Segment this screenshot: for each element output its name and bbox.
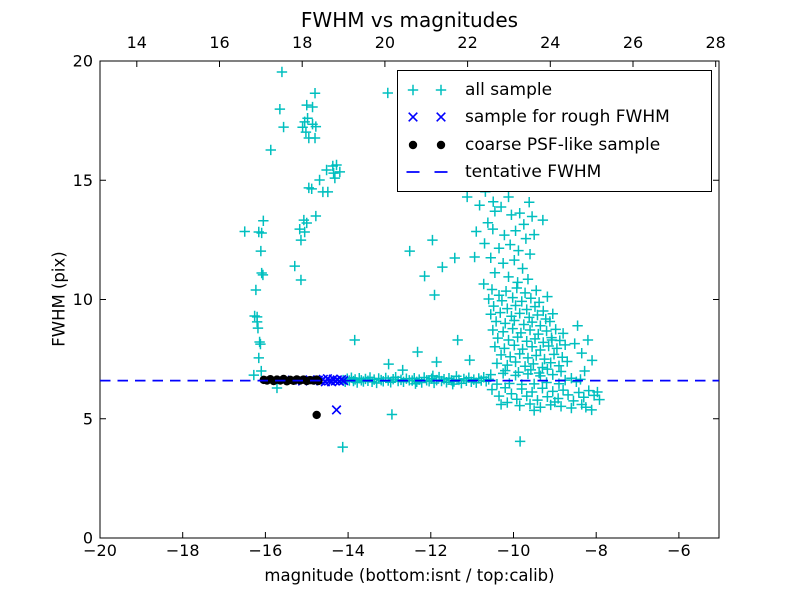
legend-label: all sample [465,79,553,100]
x-bottom-tick-label: −6 [667,541,691,560]
x-bottom-tick-label: −10 [497,541,531,560]
x-top-tick-label: 20 [375,33,395,52]
legend-label: sample for rough FWHM [465,107,670,128]
x-bottom-tick-label: −8 [584,541,608,560]
x-axis-label: magnitude (bottom:isnt / top:calib) [264,566,555,585]
legend-label: tentative FWHM [465,162,602,183]
x-top-tick-label: 16 [209,33,229,52]
legend-x-marker-icon [408,112,446,123]
x-top-tick-label: 28 [706,33,726,52]
legend-dot-marker-icon [408,140,446,149]
x-bottom-tick-label: −20 [83,541,117,560]
x-top-tick-label: 26 [623,33,643,52]
y-tick-label: 5 [83,409,93,428]
legend-entry: all sample [398,76,711,103]
legend-entry: sample for rough FWHM [398,104,711,131]
y-axis-label: FWHM (pix) [49,251,69,347]
x-top-tick-label: 14 [127,33,147,52]
legend-dashes-marker-icon [406,171,448,174]
x-bottom-tick-label: −18 [166,541,200,560]
y-tick-label: 10 [73,290,93,309]
x-top-tick-label: 22 [457,33,477,52]
legend: all sample sample for rough FWHM coarse PS… [397,70,712,192]
axis-ticks: −20 −18 −16 −14 −12 −10 −8 −6 14 16 18 20 22 24 26 28 0 5… [73,33,726,560]
x-bottom-tick-label: −12 [414,541,448,560]
y-tick-label: 0 [83,529,93,548]
x-bottom-tick-label: −14 [331,541,365,560]
chart-title: FWHM vs magnitudes [300,8,519,32]
legend-entry: coarse PSF-like sample [398,131,711,158]
legend-entry: tentative FWHM [398,159,711,186]
y-tick-label: 15 [73,171,93,190]
x-top-tick-label: 18 [292,33,312,52]
legend-plus-marker-icon [407,84,447,95]
y-tick-label: 20 [73,52,93,71]
x-bottom-tick-label: −16 [249,541,283,560]
legend-label: coarse PSF-like sample [465,134,661,155]
x-top-tick-label: 24 [540,33,560,52]
